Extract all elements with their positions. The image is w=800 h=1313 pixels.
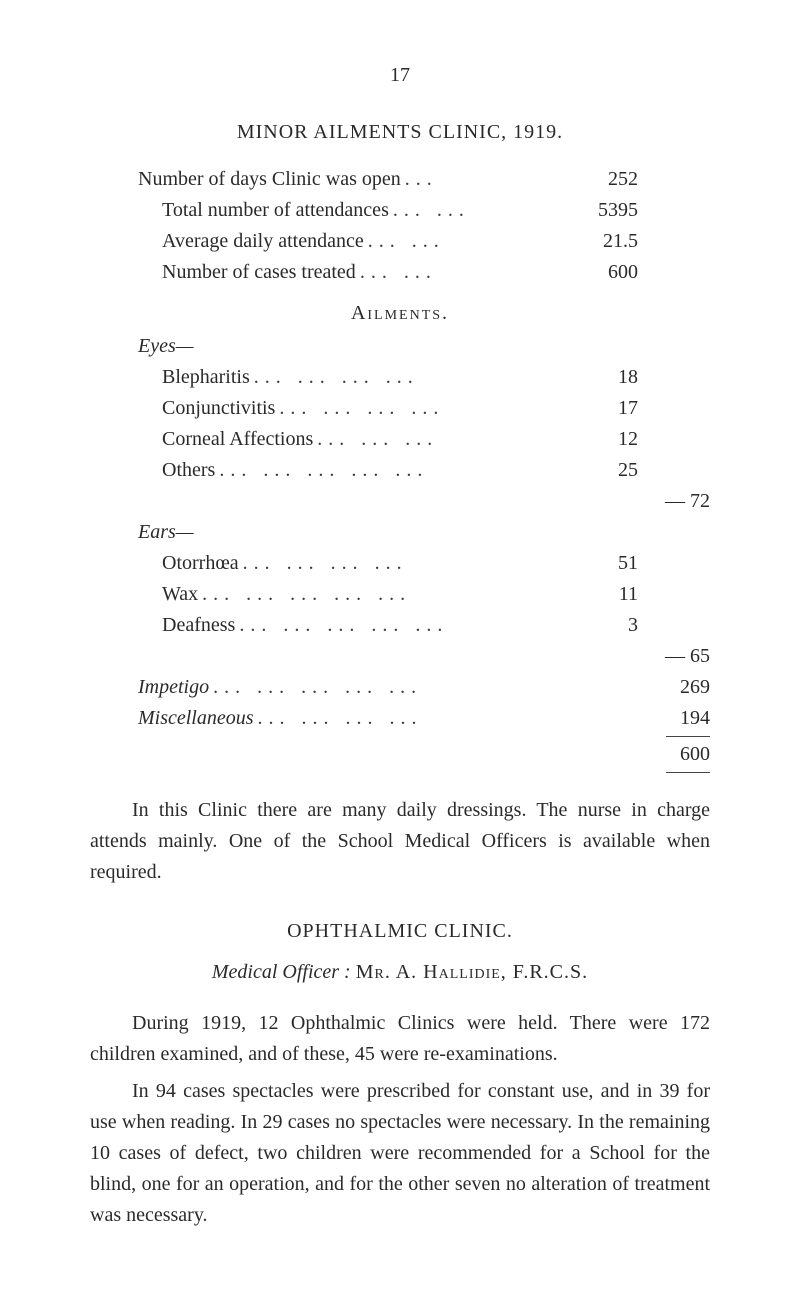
group-subtotal: — 72 [638,486,710,517]
ailment-row: Deafness ... ... ... ... ... 3 [90,610,710,641]
ailment-value: 269 [638,672,710,703]
ophthalmic-title: OPHTHALMIC CLINIC. [90,916,710,947]
summary-value: 5395 [566,195,638,226]
ailment-value: 3 [566,610,638,641]
officer-name: Mr. A. Hallidie, F.R.C.S. [356,961,588,983]
subtotal-row: . — 65 [90,641,710,672]
paragraph: In 94 cases spectacles were prescribed f… [90,1076,710,1231]
ailment-value: 12 [566,424,638,455]
ailment-value: 17 [566,393,638,424]
leader-dots: ... ... ... ... [250,362,566,393]
leader-dots: ... ... [389,195,566,226]
summary-value: 252 [566,164,638,195]
leader-dots: ... ... [364,226,566,257]
ailment-label: Blepharitis [162,362,250,393]
summary-row: Number of cases treated ... ... 600 [90,257,710,288]
group-heading-ears: Ears— [90,517,710,548]
summary-value: 600 [566,257,638,288]
ailment-label: Deafness [162,610,235,641]
summary-block: Number of days Clinic was open ... 252 T… [90,164,710,288]
leader-dots: ... ... ... [313,424,566,455]
document-page: 17 MINOR AILMENTS CLINIC, 1919. Number o… [0,0,800,1291]
leader-dots: ... ... [356,257,566,288]
ailment-label: Impetigo [138,672,209,703]
ailment-row: Blepharitis ... ... ... ... 18 [90,362,710,393]
leader-dots: ... ... ... ... ... [215,455,566,486]
summary-row: Total number of attendances ... ... 5395 [90,195,710,226]
ailment-row: Others ... ... ... ... ... 25 [90,455,710,486]
leader-dots: ... ... ... ... ... [209,672,566,703]
ailment-row: Conjunctivitis ... ... ... ... 17 [90,393,710,424]
ailment-label: Corneal Affections [162,424,313,455]
leader-dots: ... ... ... ... ... [235,610,566,641]
medical-officer-line: Medical Officer : Mr. A. Hallidie, F.R.C… [90,957,710,988]
group-heading-eyes: Eyes— [90,331,710,362]
leader-dots: ... ... ... ... [239,548,566,579]
summary-row: Average daily attendance ... ... 21.5 [90,226,710,257]
leader-dots: ... ... ... ... [254,703,566,734]
summary-label: Number of days Clinic was open [138,164,401,195]
leader-dots: ... [401,164,566,195]
ailment-value: 51 [566,548,638,579]
ailment-row: Wax ... ... ... ... ... 11 [90,579,710,610]
ailment-label: Otorrhœa [162,548,239,579]
total-value: 600 [638,739,710,770]
ailment-row: Corneal Affections ... ... ... 12 [90,424,710,455]
ailment-label: Others [162,455,215,486]
rule-icon [666,772,710,773]
rule-block [90,770,710,775]
ailments-heading: Ailments. [90,298,710,329]
ailment-label: Miscellaneous [138,703,254,734]
summary-value: 21.5 [566,226,638,257]
summary-label: Average daily attendance [162,226,364,257]
ailment-row: Otorrhœa ... ... ... ... 51 [90,548,710,579]
total-row: . 600 [90,739,710,770]
officer-prefix: Medical Officer : [212,961,351,983]
page-number: 17 [90,60,710,91]
ailment-label: Conjunctivitis [162,393,275,424]
ailment-row: Impetigo ... ... ... ... ... 269 [90,672,710,703]
ailment-value: 18 [566,362,638,393]
rule-icon [666,736,710,737]
ailment-value: 194 [638,703,710,734]
summary-row: Number of days Clinic was open ... 252 [90,164,710,195]
clinic-title: MINOR AILMENTS CLINIC, 1919. [90,117,710,148]
ailment-label: Wax [162,579,198,610]
ailment-row: Miscellaneous ... ... ... ... 194 [90,703,710,734]
paragraph: During 1919, 12 Ophthalmic Clinics were … [90,1008,710,1070]
summary-label: Total number of attendances [162,195,389,226]
rule-block [90,734,710,739]
paragraph: In this Clinic there are many daily dres… [90,795,710,888]
group-subtotal: — 65 [638,641,710,672]
summary-label: Number of cases treated [162,257,356,288]
ailment-value: 11 [566,579,638,610]
leader-dots: ... ... ... ... [275,393,566,424]
leader-dots: ... ... ... ... ... [198,579,566,610]
subtotal-row: . — 72 [90,486,710,517]
ailment-value: 25 [566,455,638,486]
